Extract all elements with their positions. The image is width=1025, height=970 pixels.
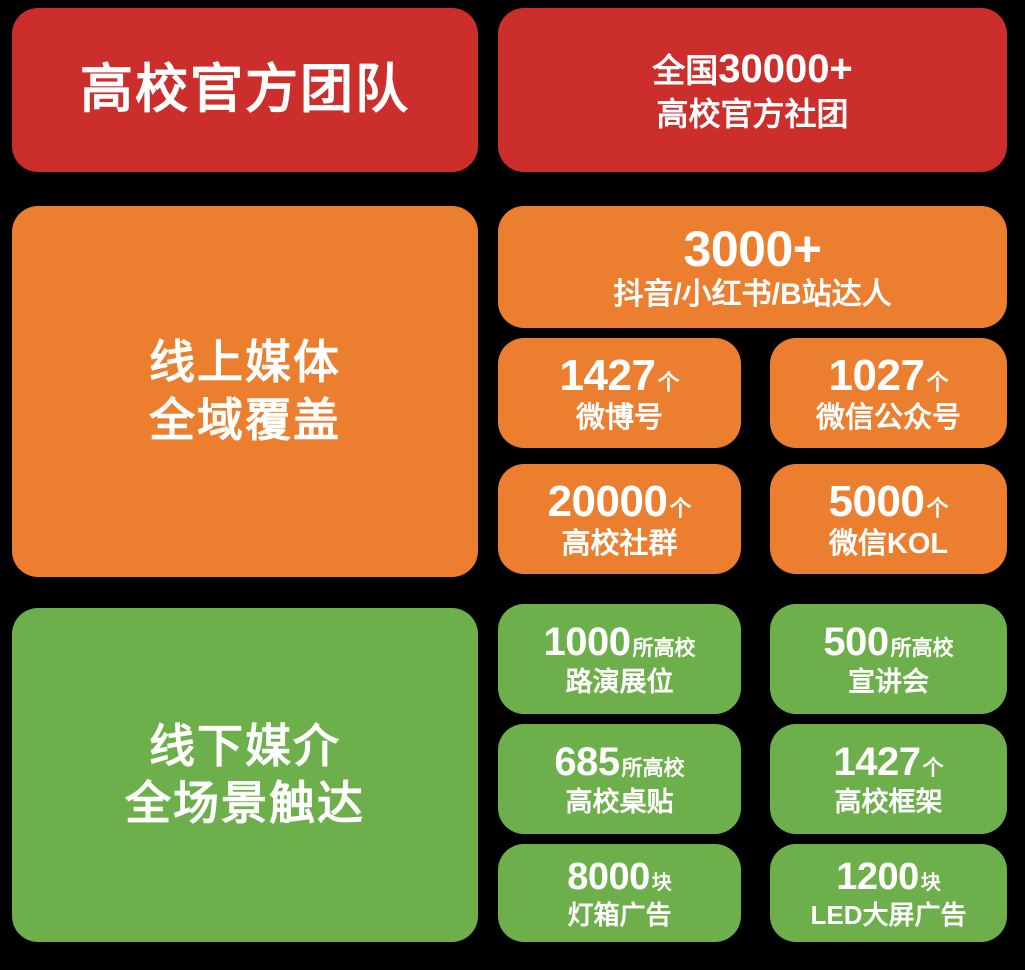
wechat-mp-unit: 个 — [926, 370, 949, 396]
deskad-sub: 高校桌贴 — [565, 786, 674, 817]
panel-label-orange: 线上媒体 全域覆盖 — [149, 336, 341, 446]
wechat-kol-unit: 个 — [926, 496, 949, 522]
led-top: 1200 块 — [836, 855, 941, 898]
panel-online-media-coverage: 线上媒体 全域覆盖 — [12, 206, 478, 577]
stat-card-led-screen-ad: 1200 块 LED大屏广告 — [770, 844, 1007, 942]
roadshow-sub: 路演展位 — [565, 666, 674, 697]
panel-offline-media-reach: 线下媒介 全场景触达 — [12, 608, 478, 942]
stat-card-desk-sticker: 685 所高校 高校桌贴 — [498, 724, 741, 834]
wechat-mp-sub: 微信公众号 — [815, 401, 961, 434]
led-unit: 块 — [920, 871, 941, 894]
frame-number: 1427 — [833, 740, 921, 785]
roadshow-number: 1000 — [543, 620, 631, 665]
panel-label-green: 线下媒介 全场景触达 — [125, 719, 365, 830]
frame-sub: 高校框架 — [834, 786, 943, 817]
wechat-mp-top: 1027 个 — [829, 352, 949, 400]
deskad-unit: 所高校 — [621, 757, 685, 781]
lightbox-unit: 块 — [651, 871, 672, 894]
talks-unit: 所高校 — [890, 637, 954, 661]
stat-card-roadshow-booth: 1000 所高校 路演展位 — [498, 604, 741, 714]
wechat-kol-top: 5000 个 — [829, 478, 949, 526]
clubs-number: 30000+ — [718, 47, 853, 92]
deskad-top: 685 所高校 — [554, 741, 684, 784]
influencers-top: 3000+ — [684, 222, 822, 276]
lightbox-top: 8000 块 — [567, 855, 672, 898]
panel-label-red: 高校官方团队 — [80, 59, 410, 119]
stat-card-wechat-kol: 5000 个 微信KOL — [770, 464, 1007, 574]
frame-unit: 个 — [922, 757, 944, 781]
stat-card-official-clubs: 全国30000+ 高校官方社团 — [498, 8, 1007, 172]
stat-card-campus-frame: 1427 个 高校框架 — [770, 724, 1007, 834]
wechat-mp-number: 1027 — [828, 351, 925, 401]
deskad-number: 685 — [554, 740, 620, 785]
lightbox-number: 8000 — [567, 855, 650, 898]
wechat-kol-sub: 微信KOL — [828, 527, 949, 560]
community-sub: 高校社群 — [561, 527, 678, 560]
stat-card-weibo: 1427 个 微博号 — [498, 338, 741, 448]
community-unit: 个 — [669, 496, 692, 522]
influencers-sub: 抖音/小红书/B站达人 — [613, 278, 892, 312]
wechat-kol-number: 5000 — [828, 477, 925, 527]
panel-official-university-team: 高校官方团队 — [12, 8, 478, 172]
talks-number: 500 — [823, 620, 889, 665]
weibo-number: 1427 — [559, 351, 656, 401]
talks-sub: 宣讲会 — [848, 666, 929, 697]
lightbox-sub: 灯箱广告 — [567, 899, 672, 930]
community-top: 20000 个 — [548, 478, 692, 526]
weibo-sub: 微博号 — [575, 401, 663, 434]
influencers-number: 3000+ — [683, 221, 822, 278]
stat-card-wechat-official-account: 1027 个 微信公众号 — [770, 338, 1007, 448]
clubs-lead: 全国 — [652, 52, 719, 90]
stat-card-lightbox-ad: 8000 块 灯箱广告 — [498, 844, 741, 942]
community-number: 20000 — [547, 477, 668, 527]
stat-card-influencers: 3000+ 抖音/小红书/B站达人 — [498, 206, 1007, 328]
led-sub: LED大屏广告 — [810, 899, 967, 930]
frame-top: 1427 个 — [834, 741, 944, 784]
weibo-unit: 个 — [657, 370, 680, 396]
roadshow-top: 1000 所高校 — [544, 621, 696, 664]
talks-top: 500 所高校 — [823, 621, 953, 664]
roadshow-unit: 所高校 — [632, 637, 696, 661]
clubs-headline: 全国30000+ — [652, 48, 853, 91]
weibo-top: 1427 个 — [560, 352, 680, 400]
stat-card-campus-community: 20000 个 高校社群 — [498, 464, 741, 574]
stat-card-info-sessions: 500 所高校 宣讲会 — [770, 604, 1007, 714]
clubs-sub: 高校官方社团 — [656, 96, 849, 133]
led-number: 1200 — [836, 855, 919, 898]
